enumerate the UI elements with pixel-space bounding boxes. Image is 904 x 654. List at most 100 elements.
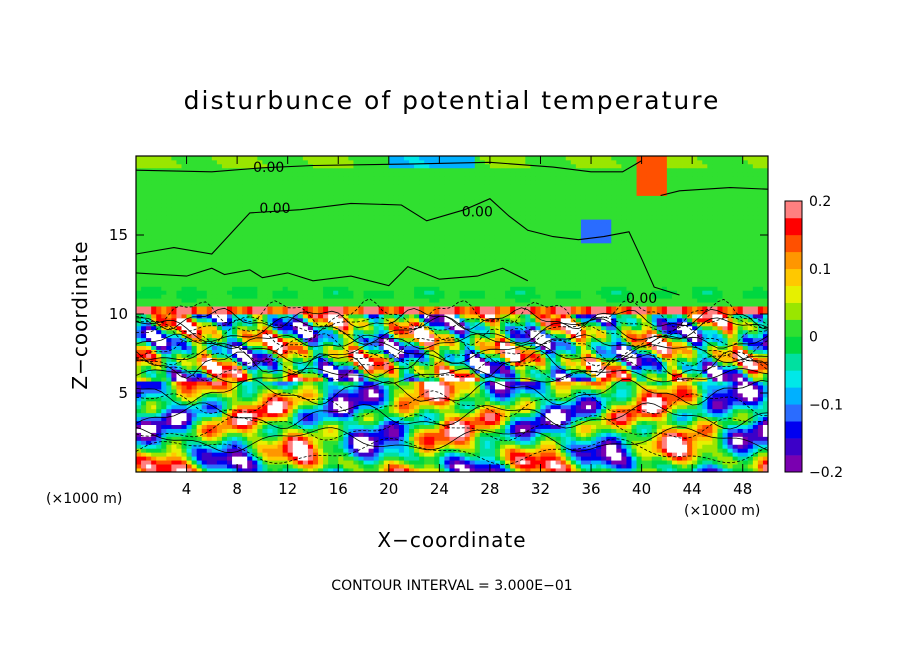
heatmap-cell — [398, 317, 405, 323]
heatmap-cell — [631, 448, 637, 453]
heatmap-cell — [318, 314, 324, 319]
heatmap-cell — [403, 468, 410, 472]
heatmap-cell — [419, 345, 425, 350]
heatmap-cell — [742, 436, 749, 441]
heatmap-cell — [520, 464, 526, 469]
heatmap-cell — [343, 345, 349, 350]
heatmap-cell — [267, 456, 273, 461]
heatmap-cell — [757, 440, 764, 445]
heatmap-cell — [419, 314, 425, 319]
heatmap-cell — [292, 436, 299, 441]
heatmap-cell — [454, 420, 460, 425]
heatmap-cell — [242, 393, 248, 398]
heatmap-cell — [247, 424, 253, 429]
heatmap-cell — [338, 377, 344, 382]
heatmap-cell — [661, 393, 668, 398]
heatmap-cell — [560, 464, 567, 469]
heatmap-cell — [277, 456, 284, 461]
heatmap-cell — [560, 396, 567, 402]
heatmap-cell — [565, 325, 572, 331]
heatmap-cell — [611, 373, 617, 378]
heatmap-cell — [454, 337, 460, 343]
heatmap-cell — [151, 456, 157, 461]
heatmap-cell — [186, 396, 193, 402]
heatmap-cell — [434, 460, 440, 465]
heatmap-cell — [272, 317, 278, 323]
heatmap-cell — [297, 345, 304, 350]
heatmap-cell — [752, 377, 759, 382]
heatmap-cell — [221, 464, 228, 469]
heatmap-cell — [580, 416, 587, 422]
heatmap-cell — [591, 341, 597, 346]
heatmap-cell — [515, 329, 521, 335]
heatmap-cell — [560, 329, 567, 335]
heatmap-cell — [722, 329, 728, 335]
heatmap-cell — [570, 468, 577, 472]
heatmap-cell — [550, 314, 557, 319]
heatmap-cell — [661, 365, 668, 370]
heatmap-cell — [373, 317, 380, 323]
heatmap-cell — [454, 400, 460, 406]
heatmap-cell — [302, 314, 309, 319]
heatmap-cell — [596, 341, 602, 346]
heatmap-cell — [247, 365, 253, 370]
heatmap-cell — [373, 333, 380, 339]
heatmap-cell — [702, 424, 708, 429]
heatmap-cell — [287, 373, 294, 378]
heatmap-cell — [520, 460, 526, 465]
heatmap-cell — [338, 361, 344, 366]
heatmap-cell — [661, 464, 668, 469]
heatmap-cell — [747, 396, 754, 402]
heatmap-cell — [722, 468, 728, 472]
heatmap-cell — [651, 420, 658, 425]
heatmap-cell — [237, 353, 243, 358]
heatmap-cell — [429, 468, 435, 472]
heatmap-cell — [515, 317, 521, 323]
heatmap-cell — [469, 365, 476, 370]
heatmap-cell — [661, 357, 668, 362]
heatmap-cell — [338, 341, 344, 346]
heatmap-cell — [626, 444, 632, 449]
heatmap-cell — [211, 440, 218, 445]
heatmap-cell — [409, 456, 415, 461]
heatmap-cell — [484, 444, 491, 449]
heatmap-cell — [398, 337, 405, 343]
heatmap-cell — [439, 365, 445, 370]
heatmap-cell — [469, 389, 476, 394]
heatmap-cell — [464, 460, 471, 465]
heatmap-cell — [363, 317, 369, 323]
heatmap-cell — [464, 337, 471, 343]
heatmap-cell — [151, 424, 157, 429]
heatmap-cell — [494, 420, 501, 425]
heatmap-cell — [666, 381, 673, 386]
heatmap-cell — [181, 353, 187, 358]
heatmap-cell — [419, 325, 425, 331]
heatmap-cell — [272, 428, 278, 433]
heatmap-cell — [611, 314, 617, 319]
heatmap-cell — [166, 337, 172, 343]
heatmap-cell — [712, 321, 718, 327]
heatmap-cell — [676, 361, 683, 366]
heatmap-cell — [611, 321, 617, 327]
heatmap-cell — [616, 317, 622, 323]
heatmap-cell — [353, 464, 359, 469]
heatmap-cell — [555, 404, 562, 410]
heatmap-cell — [292, 432, 299, 437]
heatmap-cell — [489, 314, 496, 319]
heatmap-cell — [722, 349, 728, 354]
heatmap-cell — [414, 381, 420, 386]
heatmap-cell — [267, 385, 273, 390]
heatmap-cell — [429, 393, 435, 398]
heatmap-cell — [656, 361, 663, 366]
heatmap-cell — [616, 349, 622, 354]
heatmap-cell — [348, 400, 354, 406]
heatmap-cell — [687, 396, 693, 402]
heatmap-cell — [752, 452, 759, 457]
heatmap-cell — [312, 353, 319, 358]
heatmap-cell — [156, 436, 162, 441]
heatmap-cell — [333, 345, 339, 350]
heatmap-cell — [555, 329, 562, 335]
heatmap-cell — [338, 448, 344, 453]
heatmap-cell — [333, 333, 339, 339]
heatmap-cell — [500, 365, 506, 370]
